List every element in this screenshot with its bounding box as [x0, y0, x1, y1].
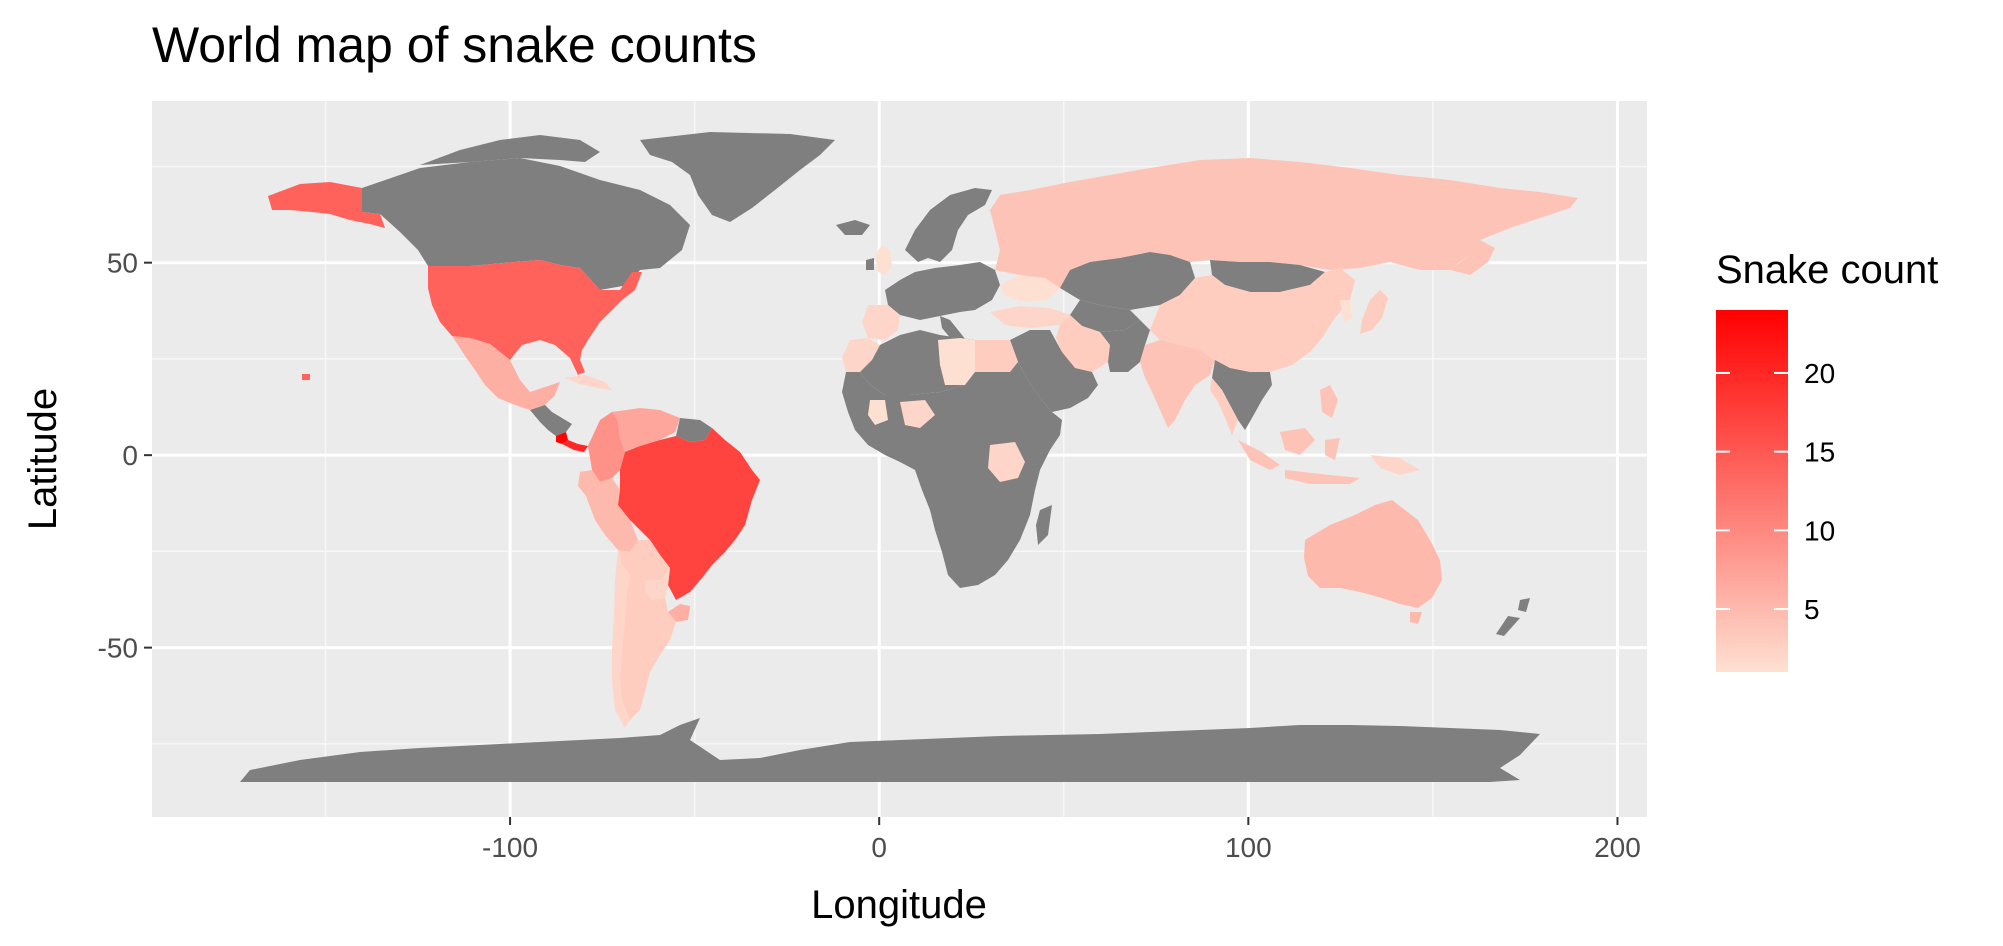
- legend-label: 5: [1804, 594, 1820, 625]
- country-colombia: [588, 412, 625, 482]
- country-argentina: [620, 575, 676, 720]
- country-venezuela: [612, 408, 680, 452]
- country-papua: [1370, 455, 1420, 475]
- country-layer: [240, 132, 1578, 782]
- country-madagascar: [1036, 505, 1052, 545]
- y-tick-label: 0: [122, 440, 138, 471]
- country-mexico: [452, 336, 560, 410]
- chart-title: World map of snake counts: [152, 17, 757, 73]
- country-nigeria: [900, 400, 935, 428]
- country-ghana: [868, 400, 888, 425]
- legend-label: 15: [1804, 437, 1835, 468]
- country-egypt: [975, 340, 1018, 372]
- country-peru: [586, 478, 638, 552]
- country-tanzania: [988, 442, 1025, 482]
- country-canada: [362, 158, 690, 290]
- country-central-asia: [1070, 300, 1140, 332]
- country-united-kingdom: [875, 245, 892, 275]
- country-philippines: [1320, 385, 1338, 418]
- x-tick-label: 0: [871, 832, 887, 863]
- x-tick-label: 100: [1225, 832, 1272, 863]
- country-usa-alaska: [268, 182, 385, 228]
- country-russia-east: [1450, 240, 1495, 275]
- country-spain: [862, 305, 900, 340]
- country-korea: [1340, 300, 1352, 322]
- country-mongolia: [1210, 260, 1325, 292]
- country-arabia: [1010, 330, 1098, 412]
- country-panama: [562, 440, 588, 452]
- legend-title: Snake count: [1716, 248, 1938, 292]
- country-se-asia: [1212, 360, 1272, 430]
- country-iceland: [836, 220, 870, 235]
- x-tick-label: -100: [482, 832, 538, 863]
- country-central-america: [530, 405, 572, 436]
- country-brazil: [618, 428, 760, 600]
- y-tick-label: 50: [107, 248, 138, 279]
- country-europe-west: [885, 262, 1000, 320]
- country-ukraine: [1000, 275, 1060, 302]
- y-axis: -50 0 50: [98, 248, 152, 664]
- country-new-zealand: [1496, 598, 1530, 636]
- country-antarctica: [240, 718, 1540, 782]
- country-thailand: [1210, 378, 1238, 435]
- legend-colorbar: [1716, 310, 1788, 672]
- country-india: [1140, 340, 1215, 428]
- country-kazakhstan: [1060, 252, 1195, 310]
- country-ecuador: [578, 470, 600, 496]
- y-axis-title: Latitude: [21, 388, 65, 530]
- legend: Snake count 5 10 15 20: [1716, 248, 1938, 672]
- x-axis-title: Longitude: [811, 883, 987, 927]
- country-scandinavia: [905, 188, 992, 262]
- country-guianas: [676, 418, 712, 442]
- legend-label: 20: [1804, 358, 1835, 389]
- country-afghanistan-pakistan: [1100, 320, 1150, 372]
- country-ireland: [866, 258, 874, 270]
- country-turkey: [990, 306, 1070, 328]
- country-hawaii: [302, 374, 310, 380]
- country-tasmania: [1410, 612, 1422, 624]
- country-morocco: [842, 338, 880, 372]
- country-russia: [990, 158, 1578, 288]
- legend-label: 10: [1804, 515, 1835, 546]
- country-indonesia: [1238, 428, 1360, 484]
- country-cuba: [565, 375, 612, 390]
- country-usa: [428, 260, 642, 375]
- country-bolivia: [618, 540, 670, 580]
- country-chile: [612, 550, 630, 728]
- country-greenland: [640, 132, 835, 222]
- x-axis: -100 0 100 200: [482, 817, 1641, 863]
- country-uruguay: [668, 604, 690, 622]
- x-tick-label: 200: [1594, 832, 1641, 863]
- country-canada-islands: [420, 135, 600, 165]
- country-iran: [1056, 315, 1110, 372]
- country-china: [1150, 268, 1355, 372]
- country-japan: [1360, 290, 1388, 334]
- country-africa-central: [842, 362, 1062, 588]
- country-australia: [1304, 500, 1442, 608]
- country-libya: [938, 338, 975, 385]
- country-paraguay: [645, 568, 670, 600]
- legend-ticks: 5 10 15 20: [1716, 358, 1835, 625]
- y-tick-label: -50: [98, 633, 138, 664]
- country-costa-rica: [556, 432, 568, 444]
